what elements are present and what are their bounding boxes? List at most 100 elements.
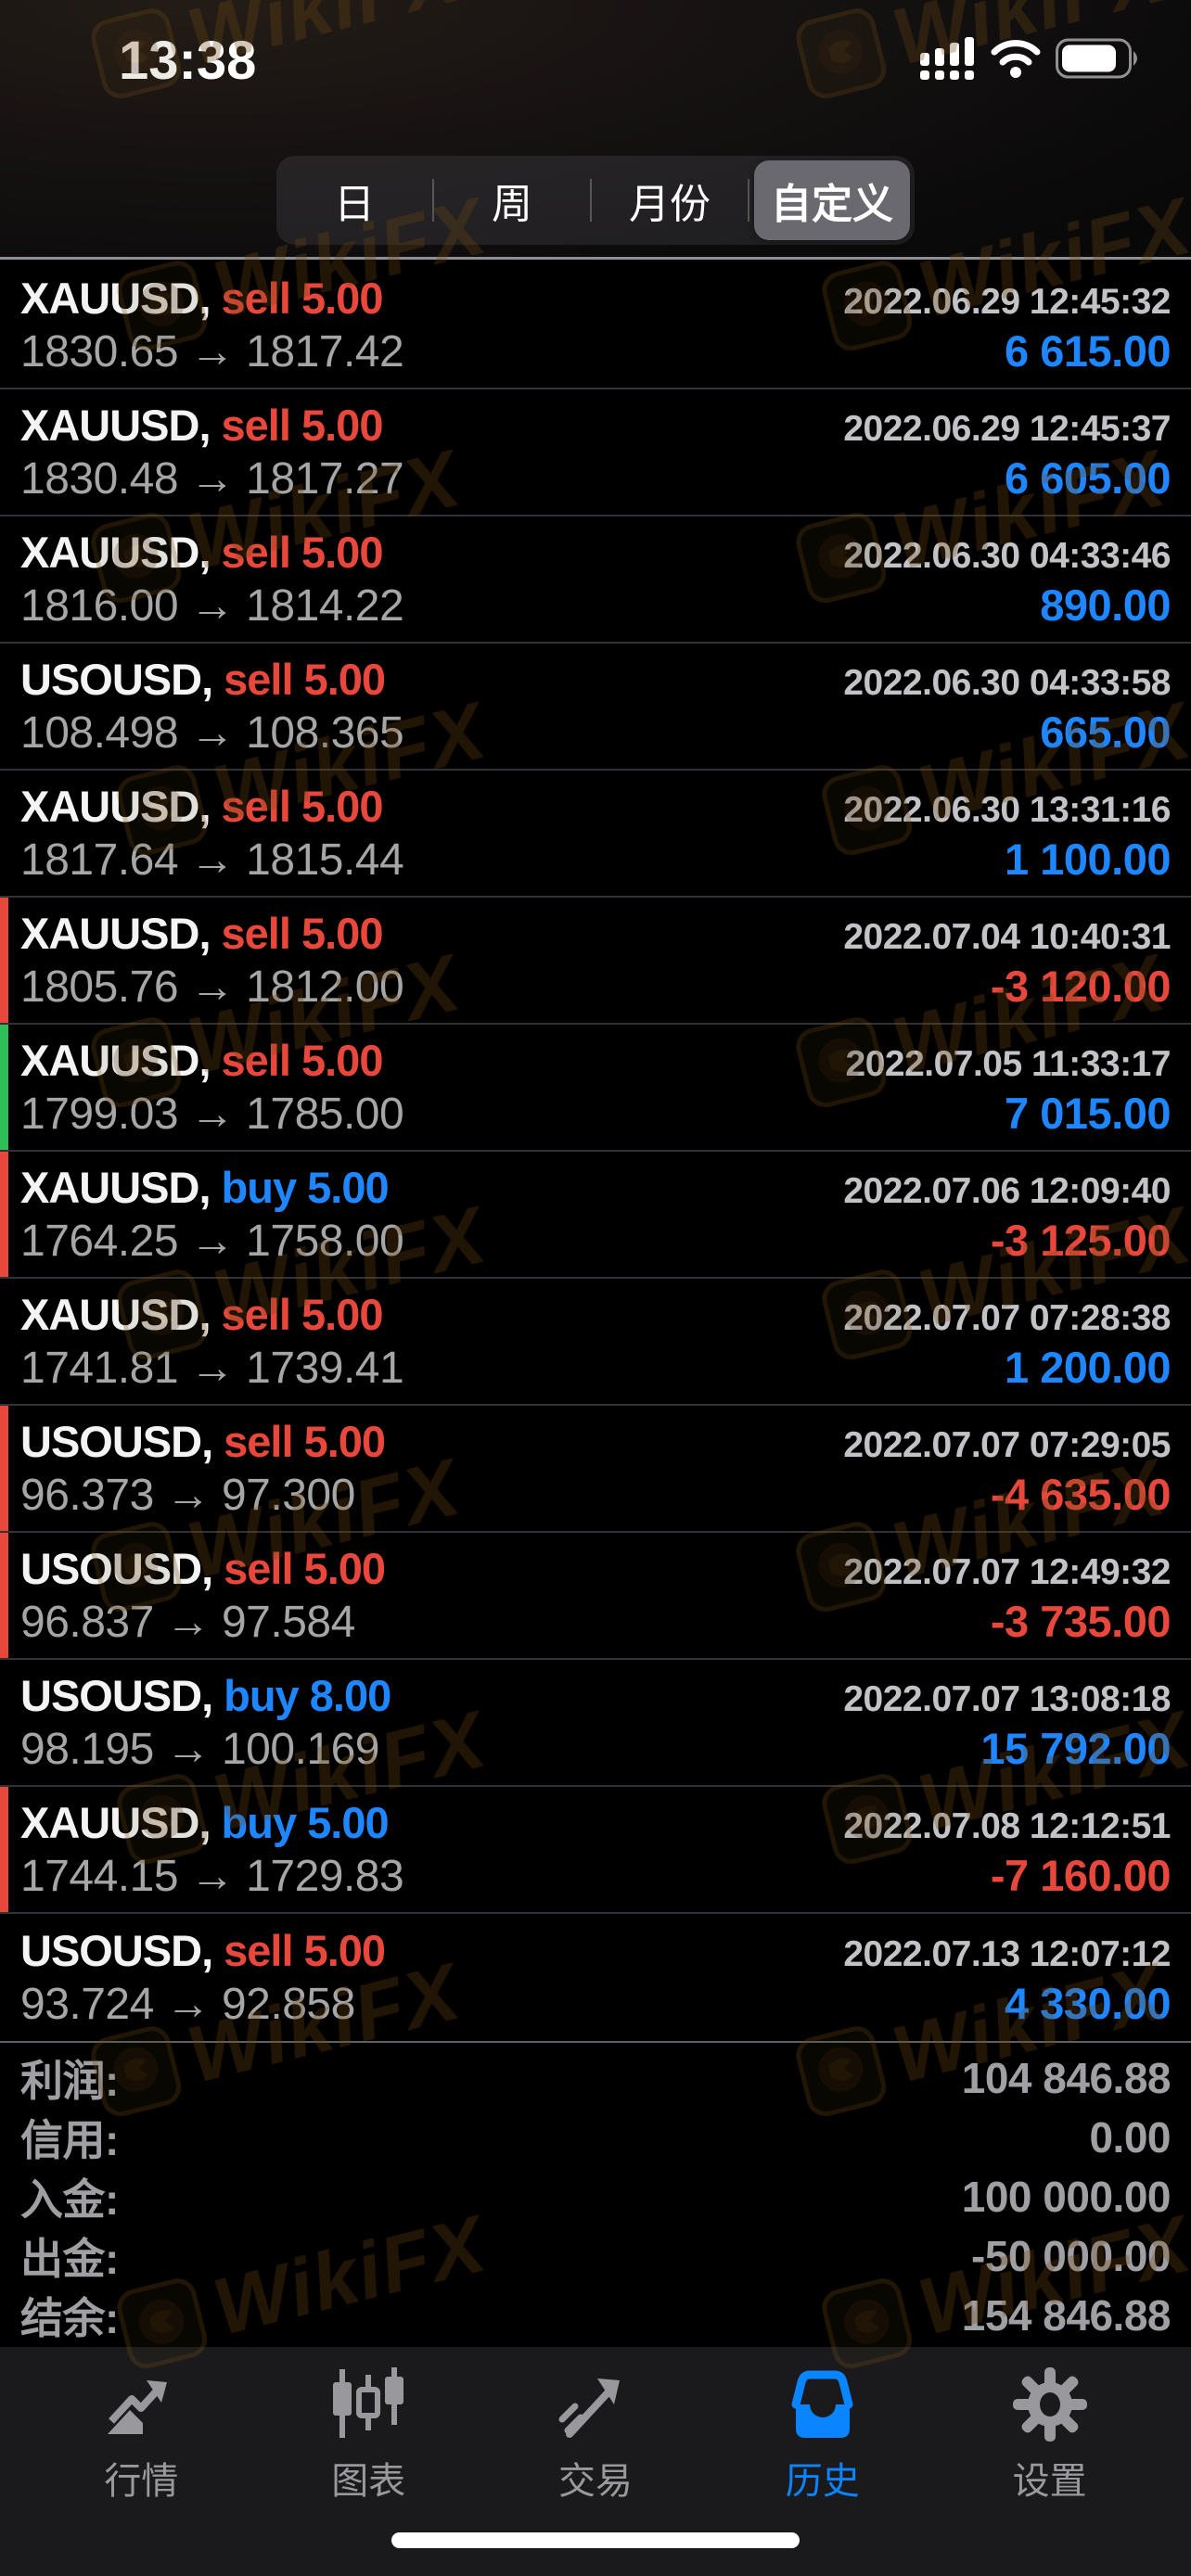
trade-symbol-group: XAUUSD, sell 5.00	[20, 400, 383, 451]
trade-open-close-prices: 1764.25 → 1758.00	[20, 1216, 404, 1266]
trade-symbol: XAUUSD,	[20, 528, 211, 578]
trade-datetime: 2022.06.29 12:45:32	[843, 282, 1171, 323]
trade-row[interactable]: XAUUSD, sell 5.00 2022.07.04 10:40:31 180…	[0, 898, 1191, 1025]
trade-row[interactable]: USOUSD, sell 5.00 2022.06.30 04:33:58 108…	[0, 644, 1191, 771]
trade-profit: -3 125.00	[990, 1215, 1172, 1265]
trade-row-bottom-line: 1816.00 → 1814.22 890.00	[20, 580, 1171, 631]
trade-row-top-line: USOUSD, sell 5.00 2022.07.07 12:49:32	[20, 1543, 1171, 1594]
filter-tab-day[interactable]: 日	[334, 182, 375, 227]
trade-symbol: XAUUSD,	[20, 909, 211, 959]
trade-row[interactable]: XAUUSD, sell 5.00 2022.06.30 04:33:46 181…	[0, 516, 1191, 644]
trade-row-top-line: XAUUSD, sell 5.00 2022.06.30 13:31:16	[20, 781, 1171, 832]
segment-divider	[590, 179, 592, 222]
trade-open-close-prices: 93.724 → 92.858	[20, 1980, 355, 2029]
trade-datetime: 2022.07.07 07:29:05	[843, 1425, 1171, 1466]
trade-symbol: USOUSD,	[20, 1544, 213, 1594]
trade-row[interactable]: XAUUSD, buy 5.00 2022.07.08 12:12:51 1744…	[0, 1787, 1191, 1914]
summary-label: 入金:	[20, 2175, 119, 2224]
trade-open-close-prices: 108.498 → 108.365	[20, 708, 404, 758]
summary-row: 信用: 0.00	[20, 2108, 1171, 2167]
trade-row[interactable]: XAUUSD, buy 5.00 2022.07.06 12:09:40 1764…	[0, 1152, 1191, 1279]
trade-side-volume: sell 5.00	[221, 782, 384, 832]
tab-quotes[interactable]: 行情	[44, 2366, 238, 2505]
trade-datetime: 2022.07.05 11:33:17	[845, 1044, 1172, 1085]
filter-tab-month[interactable]: 月份	[629, 182, 711, 227]
trade-row-top-line: XAUUSD, sell 5.00 2022.07.04 10:40:31	[20, 908, 1171, 959]
trade-side-volume: sell 5.00	[224, 1417, 386, 1467]
trade-row-bottom-line: 96.837 → 97.584 -3 735.00	[20, 1596, 1172, 1648]
trade-row-top-line: XAUUSD, buy 5.00 2022.07.08 12:12:51	[20, 1797, 1171, 1848]
trade-symbol: XAUUSD,	[20, 1798, 211, 1848]
trade-open-close-prices: 1817.64 → 1815.44	[20, 835, 404, 885]
trade-profit: 7 015.00	[1005, 1088, 1171, 1138]
trade-profit: -7 160.00	[990, 1850, 1172, 1900]
trade-profit: 4 330.00	[1005, 1979, 1171, 2028]
trade-symbol-group: USOUSD, buy 8.00	[20, 1670, 391, 1721]
trade-open-close-prices: 96.373 → 97.300	[20, 1470, 355, 1520]
summary-label: 信用:	[20, 2116, 119, 2164]
candlestick-chart-icon	[333, 2367, 404, 2438]
trade-side-volume: sell 5.00	[224, 655, 386, 705]
trade-symbol-group: XAUUSD, sell 5.00	[20, 527, 383, 578]
trade-symbol: USOUSD,	[20, 1417, 213, 1467]
trade-row[interactable]: USOUSD, sell 5.00 2022.07.13 12:07:12 93.…	[0, 1914, 1191, 2041]
filter-tab-custom[interactable]: 自定义	[754, 160, 910, 240]
trade-side-volume: sell 5.00	[221, 1290, 384, 1340]
tab-history[interactable]: 历史	[725, 2366, 920, 2505]
trade-row[interactable]: XAUUSD, sell 5.00 2022.06.29 12:45:32 183…	[0, 262, 1191, 389]
trade-row[interactable]: USOUSD, sell 5.00 2022.07.07 07:29:05 96.…	[0, 1406, 1191, 1533]
filter-tab-week[interactable]: 周	[492, 182, 532, 227]
trade-datetime: 2022.06.29 12:45:37	[843, 409, 1171, 450]
trade-symbol-group: USOUSD, sell 5.00	[20, 654, 386, 705]
trade-profit: 6 615.00	[1005, 325, 1171, 376]
trade-open-close-prices: 1744.15 → 1729.83	[20, 1851, 404, 1901]
trade-open-close-prices: 96.837 → 97.584	[20, 1597, 355, 1647]
trade-row[interactable]: XAUUSD, sell 5.00 2022.07.07 07:28:38 174…	[0, 1279, 1191, 1406]
trade-side-volume: buy 5.00	[221, 1163, 390, 1213]
segment-divider	[748, 179, 749, 222]
trade-symbol-group: XAUUSD, buy 5.00	[20, 1162, 390, 1213]
trade-row-top-line: XAUUSD, buy 5.00 2022.07.06 12:09:40	[20, 1162, 1171, 1213]
trade-row-bottom-line: 1805.76 → 1812.00 -3 120.00	[20, 961, 1172, 1013]
result-indicator-bar	[0, 1406, 8, 1531]
status-icons	[920, 37, 1141, 80]
trade-row[interactable]: USOUSD, buy 8.00 2022.07.07 13:08:18 98.1…	[0, 1660, 1191, 1787]
tab-settings[interactable]: 设置	[953, 2366, 1147, 2505]
tab-charts[interactable]: 图表	[271, 2366, 466, 2505]
battery-icon	[1056, 38, 1137, 79]
trade-datetime: 2022.07.07 13:08:18	[843, 1679, 1171, 1720]
home-indicator[interactable]	[391, 2532, 800, 2548]
trade-open-close-prices: 1741.81 → 1739.41	[20, 1343, 404, 1393]
trade-row[interactable]: XAUUSD, sell 5.00 2022.07.05 11:33:17 179…	[0, 1025, 1191, 1152]
trade-row-top-line: USOUSD, sell 5.00 2022.07.07 07:29:05	[20, 1416, 1171, 1467]
trade-datetime: 2022.07.13 12:07:12	[843, 1934, 1171, 1974]
trade-symbol-group: XAUUSD, sell 5.00	[20, 1035, 383, 1086]
trade-side-volume: buy 5.00	[221, 1798, 390, 1848]
trade-profit: -3 120.00	[990, 961, 1172, 1011]
trade-symbol: XAUUSD,	[20, 274, 211, 324]
trade-datetime: 2022.07.06 12:09:40	[843, 1171, 1171, 1212]
trade-symbol-group: USOUSD, sell 5.00	[20, 1925, 386, 1976]
trade-row[interactable]: XAUUSD, sell 5.00 2022.06.29 12:45:37 183…	[0, 389, 1191, 516]
trade-row-bottom-line: 93.724 → 92.858 4 330.00	[20, 1978, 1171, 2030]
trade-datetime: 2022.06.30 13:31:16	[843, 790, 1171, 831]
trade-datetime: 2022.06.30 04:33:58	[843, 663, 1171, 704]
trade-row-top-line: XAUUSD, sell 5.00 2022.07.05 11:33:17	[20, 1035, 1171, 1086]
trade-symbol: USOUSD,	[20, 1926, 213, 1975]
trade-row-top-line: USOUSD, buy 8.00 2022.07.07 13:08:18	[20, 1670, 1171, 1721]
trade-row[interactable]: USOUSD, sell 5.00 2022.07.07 12:49:32 96.…	[0, 1533, 1191, 1660]
trade-row-bottom-line: 96.373 → 97.300 -4 635.00	[20, 1469, 1172, 1521]
trade-row-bottom-line: 1799.03 → 1785.00 7 015.00	[20, 1088, 1171, 1140]
trade-row-top-line: XAUUSD, sell 5.00 2022.07.07 07:28:38	[20, 1289, 1171, 1340]
trade-row-top-line: USOUSD, sell 5.00 2022.06.30 04:33:58	[20, 654, 1171, 705]
trade-row[interactable]: XAUUSD, sell 5.00 2022.06.30 13:31:16 181…	[0, 771, 1191, 898]
tab-label: 设置	[1012, 2461, 1087, 2502]
status-time: 13:38	[119, 31, 257, 91]
trade-open-close-prices: 1805.76 → 1812.00	[20, 962, 404, 1012]
trade-profit: 1 200.00	[1005, 1342, 1171, 1392]
tab-trade[interactable]: 交易	[498, 2366, 693, 2505]
trade-profit: 665.00	[1040, 707, 1171, 757]
summary-row: 出金: -50 000.00	[20, 2226, 1171, 2286]
trade-side-volume: sell 5.00	[224, 1926, 386, 1975]
